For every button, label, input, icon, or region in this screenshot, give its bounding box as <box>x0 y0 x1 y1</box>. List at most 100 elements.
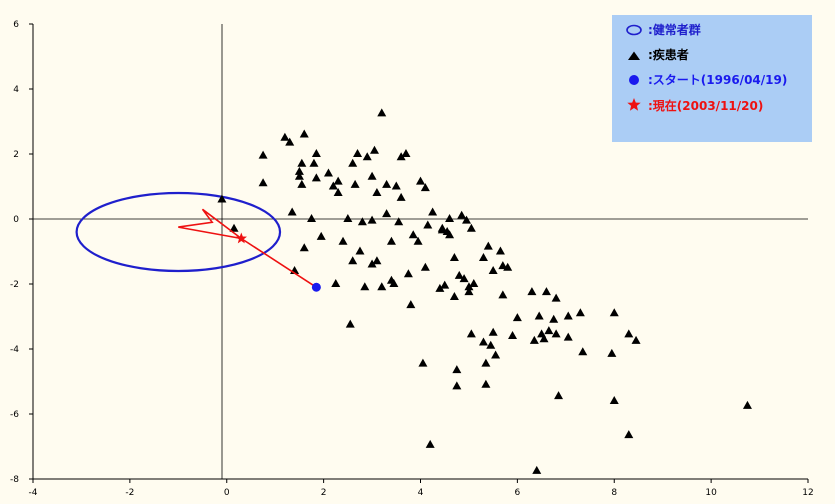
patient-point <box>541 287 551 296</box>
patient-point <box>452 381 462 390</box>
patient-point <box>391 181 401 190</box>
patient-point <box>464 282 474 291</box>
patient-point <box>323 168 333 177</box>
patient-point <box>449 253 459 261</box>
patient-point <box>316 231 326 240</box>
patient-point <box>563 332 573 341</box>
patient-point <box>462 215 472 224</box>
x-tick-label: 2 <box>321 488 327 498</box>
legend-item-patient: :疾患者 <box>628 47 689 62</box>
patient-point <box>488 266 498 274</box>
patient-point <box>328 181 338 190</box>
patient-point <box>297 179 307 188</box>
patient-point <box>299 243 309 252</box>
legend: :健常者群 :疾患者 :スタート(1996/04/19) :現在(2003/11… <box>612 15 812 142</box>
legend-item-healthy: :健常者群 <box>626 22 701 37</box>
patient-point <box>508 331 518 339</box>
patient-point <box>294 166 304 175</box>
patient-point <box>425 439 435 448</box>
patient-point <box>396 192 406 201</box>
patient-point <box>394 217 404 226</box>
patient-point <box>333 176 343 185</box>
legend-label-start: :スタート(1996/04/19) <box>648 73 787 87</box>
patient-point <box>469 279 479 287</box>
legend-box <box>612 15 812 142</box>
x-tick-label: 10 <box>705 488 717 498</box>
patient-point <box>217 194 227 203</box>
patient-point <box>437 225 447 234</box>
patient-point <box>452 365 462 374</box>
patient-point <box>503 262 513 271</box>
patient-point <box>624 329 634 338</box>
patient-point <box>532 465 542 474</box>
circle-icon <box>629 75 639 85</box>
patient-point <box>457 210 467 219</box>
x-tick-label: -2 <box>125 488 134 498</box>
healthy-region-layer <box>75 191 282 273</box>
patient-point <box>333 188 343 196</box>
y-tick-label: 6 <box>13 20 19 30</box>
patient-point <box>539 334 549 343</box>
x-tick-label: 0 <box>224 488 230 498</box>
patient-point <box>491 350 501 359</box>
patient-point <box>575 308 585 317</box>
patient-point <box>355 246 365 255</box>
patient-point <box>287 207 297 216</box>
current-point-star <box>235 232 247 244</box>
patient-point <box>406 300 416 309</box>
patient-point <box>607 348 617 357</box>
patient-point <box>413 236 423 245</box>
patient-point <box>488 327 498 336</box>
patient-point <box>389 279 399 287</box>
x-tick-label: -4 <box>29 488 38 498</box>
patient-point <box>609 396 619 404</box>
patient-point <box>481 358 491 367</box>
patient-point <box>478 337 488 346</box>
patient-point <box>350 179 360 188</box>
patient-point <box>416 176 425 185</box>
patient-point <box>285 137 295 146</box>
patient-point <box>454 270 464 279</box>
triangle-icon <box>628 51 640 60</box>
start-point <box>311 282 321 292</box>
patient-point <box>377 282 387 291</box>
patient-point <box>624 430 634 439</box>
patient-point <box>527 287 537 296</box>
patient-point <box>343 214 353 222</box>
patient-point <box>435 283 445 292</box>
patient-point <box>307 214 317 222</box>
patient-point <box>481 379 491 388</box>
patient-point <box>367 215 377 224</box>
patient-point <box>551 293 561 302</box>
patients-layer <box>217 108 752 474</box>
patient-point <box>353 149 363 157</box>
patient-point <box>418 358 428 367</box>
legend-label-patient: :疾患者 <box>648 47 689 62</box>
patient-point <box>382 179 392 188</box>
x-tick-label: 4 <box>418 488 424 498</box>
patient-point <box>529 335 539 344</box>
patient-point <box>309 158 319 167</box>
patient-point <box>631 335 641 344</box>
patient-point <box>498 290 508 299</box>
patient-point <box>311 173 321 182</box>
y-tick-label: -4 <box>10 345 19 355</box>
patient-point <box>512 313 522 322</box>
patient-point <box>495 246 505 255</box>
patient-point <box>534 311 544 320</box>
patient-point <box>258 150 268 159</box>
patient-point <box>331 279 341 287</box>
patient-point <box>345 319 355 328</box>
patient-point <box>466 223 476 232</box>
patient-point <box>428 207 438 216</box>
patient-point <box>420 262 430 271</box>
y-tick-label: -6 <box>10 410 19 420</box>
legend-item-current: :現在(2003/11/20) <box>627 98 763 113</box>
patient-point <box>348 256 358 265</box>
patient-point <box>423 220 433 229</box>
patient-point <box>459 274 469 283</box>
patient-point <box>549 314 559 323</box>
y-tick-label: 4 <box>13 85 19 95</box>
patient-point <box>563 311 573 320</box>
patient-point <box>420 183 430 192</box>
